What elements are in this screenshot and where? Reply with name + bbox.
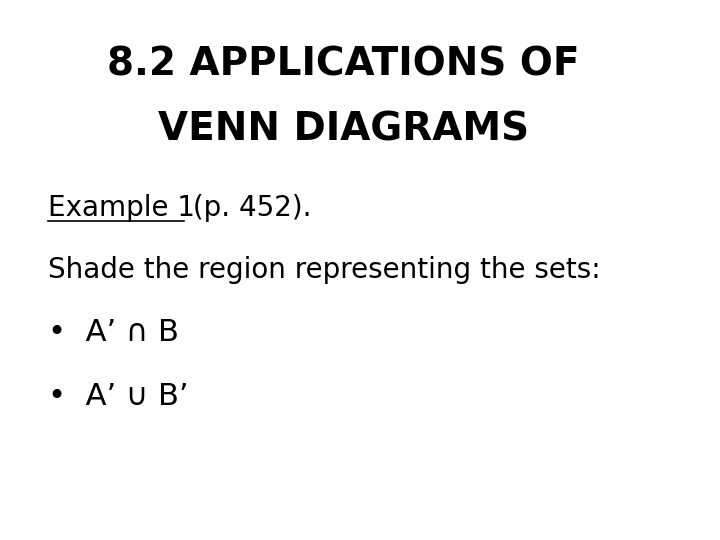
Text: •  A’ ∩ B: • A’ ∩ B bbox=[48, 318, 179, 347]
Text: VENN DIAGRAMS: VENN DIAGRAMS bbox=[158, 111, 528, 148]
Text: •  A’ ∪ B’: • A’ ∪ B’ bbox=[48, 382, 189, 411]
Text: Example 1: Example 1 bbox=[48, 194, 195, 222]
Text: Shade the region representing the sets:: Shade the region representing the sets: bbox=[48, 256, 600, 284]
Text: 8.2 APPLICATIONS OF: 8.2 APPLICATIONS OF bbox=[107, 46, 580, 84]
Text: (p. 452).: (p. 452). bbox=[184, 194, 312, 222]
